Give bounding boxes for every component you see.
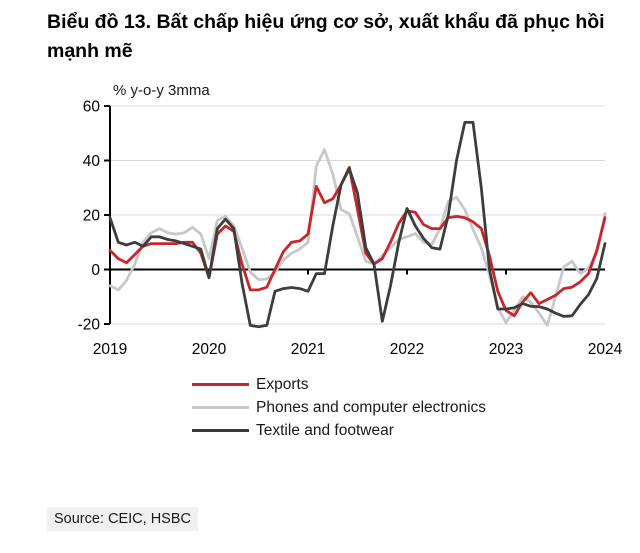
chart-area: 60 40 20 0 -20 % y-o-y 3mma 2019 2020 2021 2022 20… [0, 75, 640, 375]
y-tick-label-0: 0 [91, 262, 100, 279]
y-tick-label-40: 40 [83, 153, 101, 170]
x-tick-label-2020: 2020 [192, 341, 227, 358]
x-tick-label-2022: 2022 [390, 341, 424, 358]
x-tick-label-2019: 2019 [93, 341, 127, 358]
line-chart: 60 40 20 0 -20 % y-o-y 3mma 2019 2020 2021 2022 20… [78, 82, 623, 358]
legend-label-phones: Phones and computer electronics [256, 398, 487, 416]
y-tick-label-60: 60 [83, 99, 101, 116]
legend-item-textile: Textile and footwear [192, 419, 486, 442]
source-note: Source: CEIC, HSBC [47, 507, 198, 531]
x-tick-label-2023: 2023 [489, 341, 523, 358]
exports-line-swatch [192, 382, 249, 387]
y-axis-unit-label: % y-o-y 3mma [113, 82, 210, 99]
x-tick-label-2024: 2024 [588, 341, 623, 358]
series-line-textile-and-footwear [108, 121, 607, 329]
chart-legend: Exports Phones and computer electronics … [192, 373, 486, 442]
x-tick-label-2021: 2021 [291, 341, 325, 358]
legend-item-exports: Exports [192, 373, 486, 396]
textile-line-swatch [192, 428, 249, 433]
y-tick-label--20: -20 [78, 317, 101, 334]
y-tick-label-20: 20 [83, 208, 101, 225]
legend-label-textile: Textile and footwear [256, 421, 394, 439]
chart-title: Biểu đồ 13. Bất chấp hiệu ứng cơ sở, xuấ… [47, 11, 605, 62]
series-line-phones-and-computer-electronics [108, 148, 607, 327]
phones-line-swatch [192, 405, 249, 410]
series-line-exports [108, 165, 607, 318]
legend-label-exports: Exports [256, 375, 309, 393]
legend-item-phones: Phones and computer electronics [192, 396, 486, 419]
